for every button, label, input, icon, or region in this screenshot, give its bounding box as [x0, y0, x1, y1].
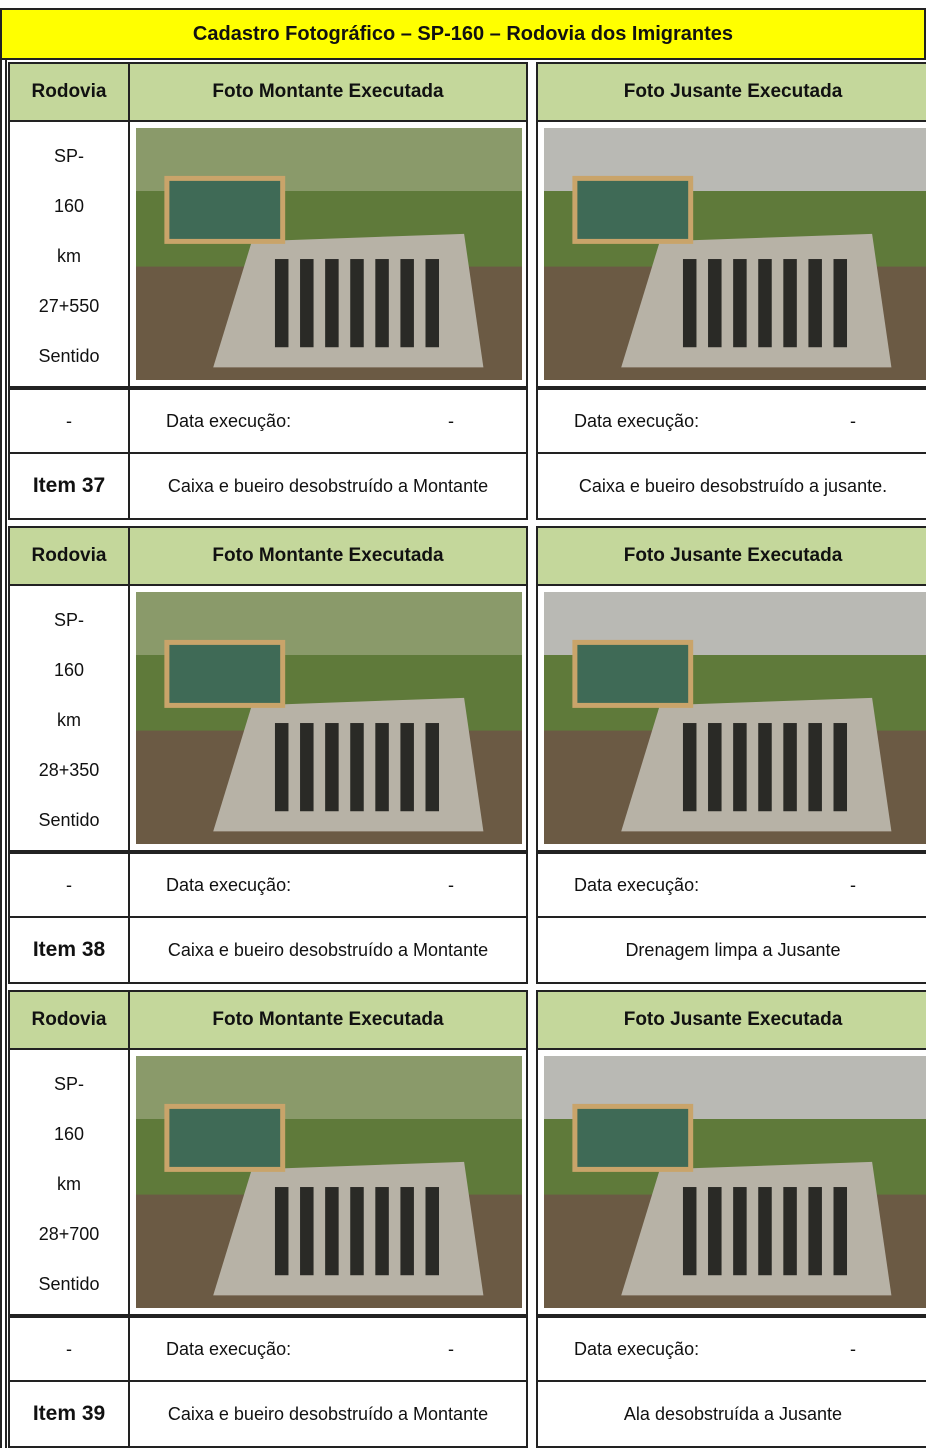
page-title: Cadastro Fotográfico – SP-160 – Rodovia …: [0, 8, 926, 60]
photo-cell: [128, 584, 528, 852]
header-cell: Foto Jusante Executada: [536, 62, 926, 122]
location-cell: SP- 160 km 28+350 Sentido: [8, 584, 130, 852]
header-cell: Foto Montante Executada: [128, 62, 528, 122]
date-cell: Data execução: -: [536, 1316, 926, 1382]
header-cell: Rodovia: [8, 526, 130, 586]
caption: Caixa e bueiro desobstruído a Montante: [128, 1380, 528, 1448]
photo-cell: [536, 584, 926, 852]
date-value: -: [448, 410, 454, 431]
date-cell: Data execução: -: [536, 852, 926, 918]
date-cell: Data execução: -: [128, 1316, 528, 1382]
photo-cell: [128, 1048, 528, 1316]
caption: Drenagem limpa a Jusante: [536, 916, 926, 984]
photo: [544, 1056, 926, 1308]
location-text: 160: [53, 1124, 85, 1144]
caption: Caixa e bueiro desobstruído a jusante.: [536, 452, 926, 520]
photo: [544, 128, 926, 380]
caption: Caixa e bueiro desobstruído a Montante: [128, 452, 528, 520]
location-text: 160: [53, 196, 85, 216]
date-label: Data execução:: [574, 410, 700, 431]
date-label: Data execução:: [166, 1338, 292, 1359]
header-cell: Foto Montante Executada: [128, 990, 528, 1050]
location-text: 160: [53, 660, 85, 680]
caption: Ala desobstruída a Jusante: [536, 1380, 926, 1448]
date-value: -: [448, 874, 454, 895]
location-text: km: [57, 1174, 81, 1194]
date-label: Data execução:: [166, 410, 292, 431]
header-cell: Foto Jusante Executada: [536, 526, 926, 586]
date-label: Data execução:: [574, 874, 700, 895]
header-cell: Rodovia: [8, 62, 130, 122]
location-text: Sentido: [38, 346, 100, 366]
location-cell: SP- 160 km 27+550 Sentido: [8, 120, 130, 388]
photo: [136, 592, 522, 844]
frame-line: [5, 60, 7, 1448]
location-text: km: [57, 246, 81, 266]
header-cell: Rodovia: [8, 990, 130, 1050]
frame-line: [0, 60, 2, 1448]
date-value: -: [850, 410, 856, 431]
caption: Caixa e bueiro desobstruído a Montante: [128, 916, 528, 984]
photo: [136, 128, 522, 380]
location-text: 28+700: [38, 1224, 100, 1244]
item-label: Item 39: [8, 1380, 130, 1448]
date-cell: Data execução: -: [128, 388, 528, 454]
item-label: Item 38: [8, 916, 130, 984]
location-text: Sentido: [38, 810, 100, 830]
location-text: 28+350: [38, 760, 100, 780]
date-value: -: [850, 1338, 856, 1359]
photo-cell: [536, 1048, 926, 1316]
date-cell: Data execução: -: [536, 388, 926, 454]
location-cell: SP- 160 km 28+700 Sentido: [8, 1048, 130, 1316]
sentido-value: -: [8, 1316, 130, 1382]
photo: [544, 592, 926, 844]
header-cell: Foto Montante Executada: [128, 526, 528, 586]
photo: [136, 1056, 522, 1308]
date-value: -: [448, 1338, 454, 1359]
location-text: 27+550: [38, 296, 100, 316]
header-cell: Foto Jusante Executada: [536, 990, 926, 1050]
date-value: -: [850, 874, 856, 895]
date-label: Data execução:: [166, 874, 292, 895]
photo-cell: [536, 120, 926, 388]
date-cell: Data execução: -: [128, 852, 528, 918]
location-text: SP-: [53, 1074, 84, 1094]
location-text: km: [57, 710, 81, 730]
location-text: Sentido: [38, 1274, 100, 1294]
location-text: SP-: [53, 146, 84, 166]
sentido-value: -: [8, 852, 130, 918]
photo-cell: [128, 120, 528, 388]
location-text: SP-: [53, 610, 84, 630]
item-label: Item 37: [8, 452, 130, 520]
sentido-value: -: [8, 388, 130, 454]
date-label: Data execução:: [574, 1338, 700, 1359]
